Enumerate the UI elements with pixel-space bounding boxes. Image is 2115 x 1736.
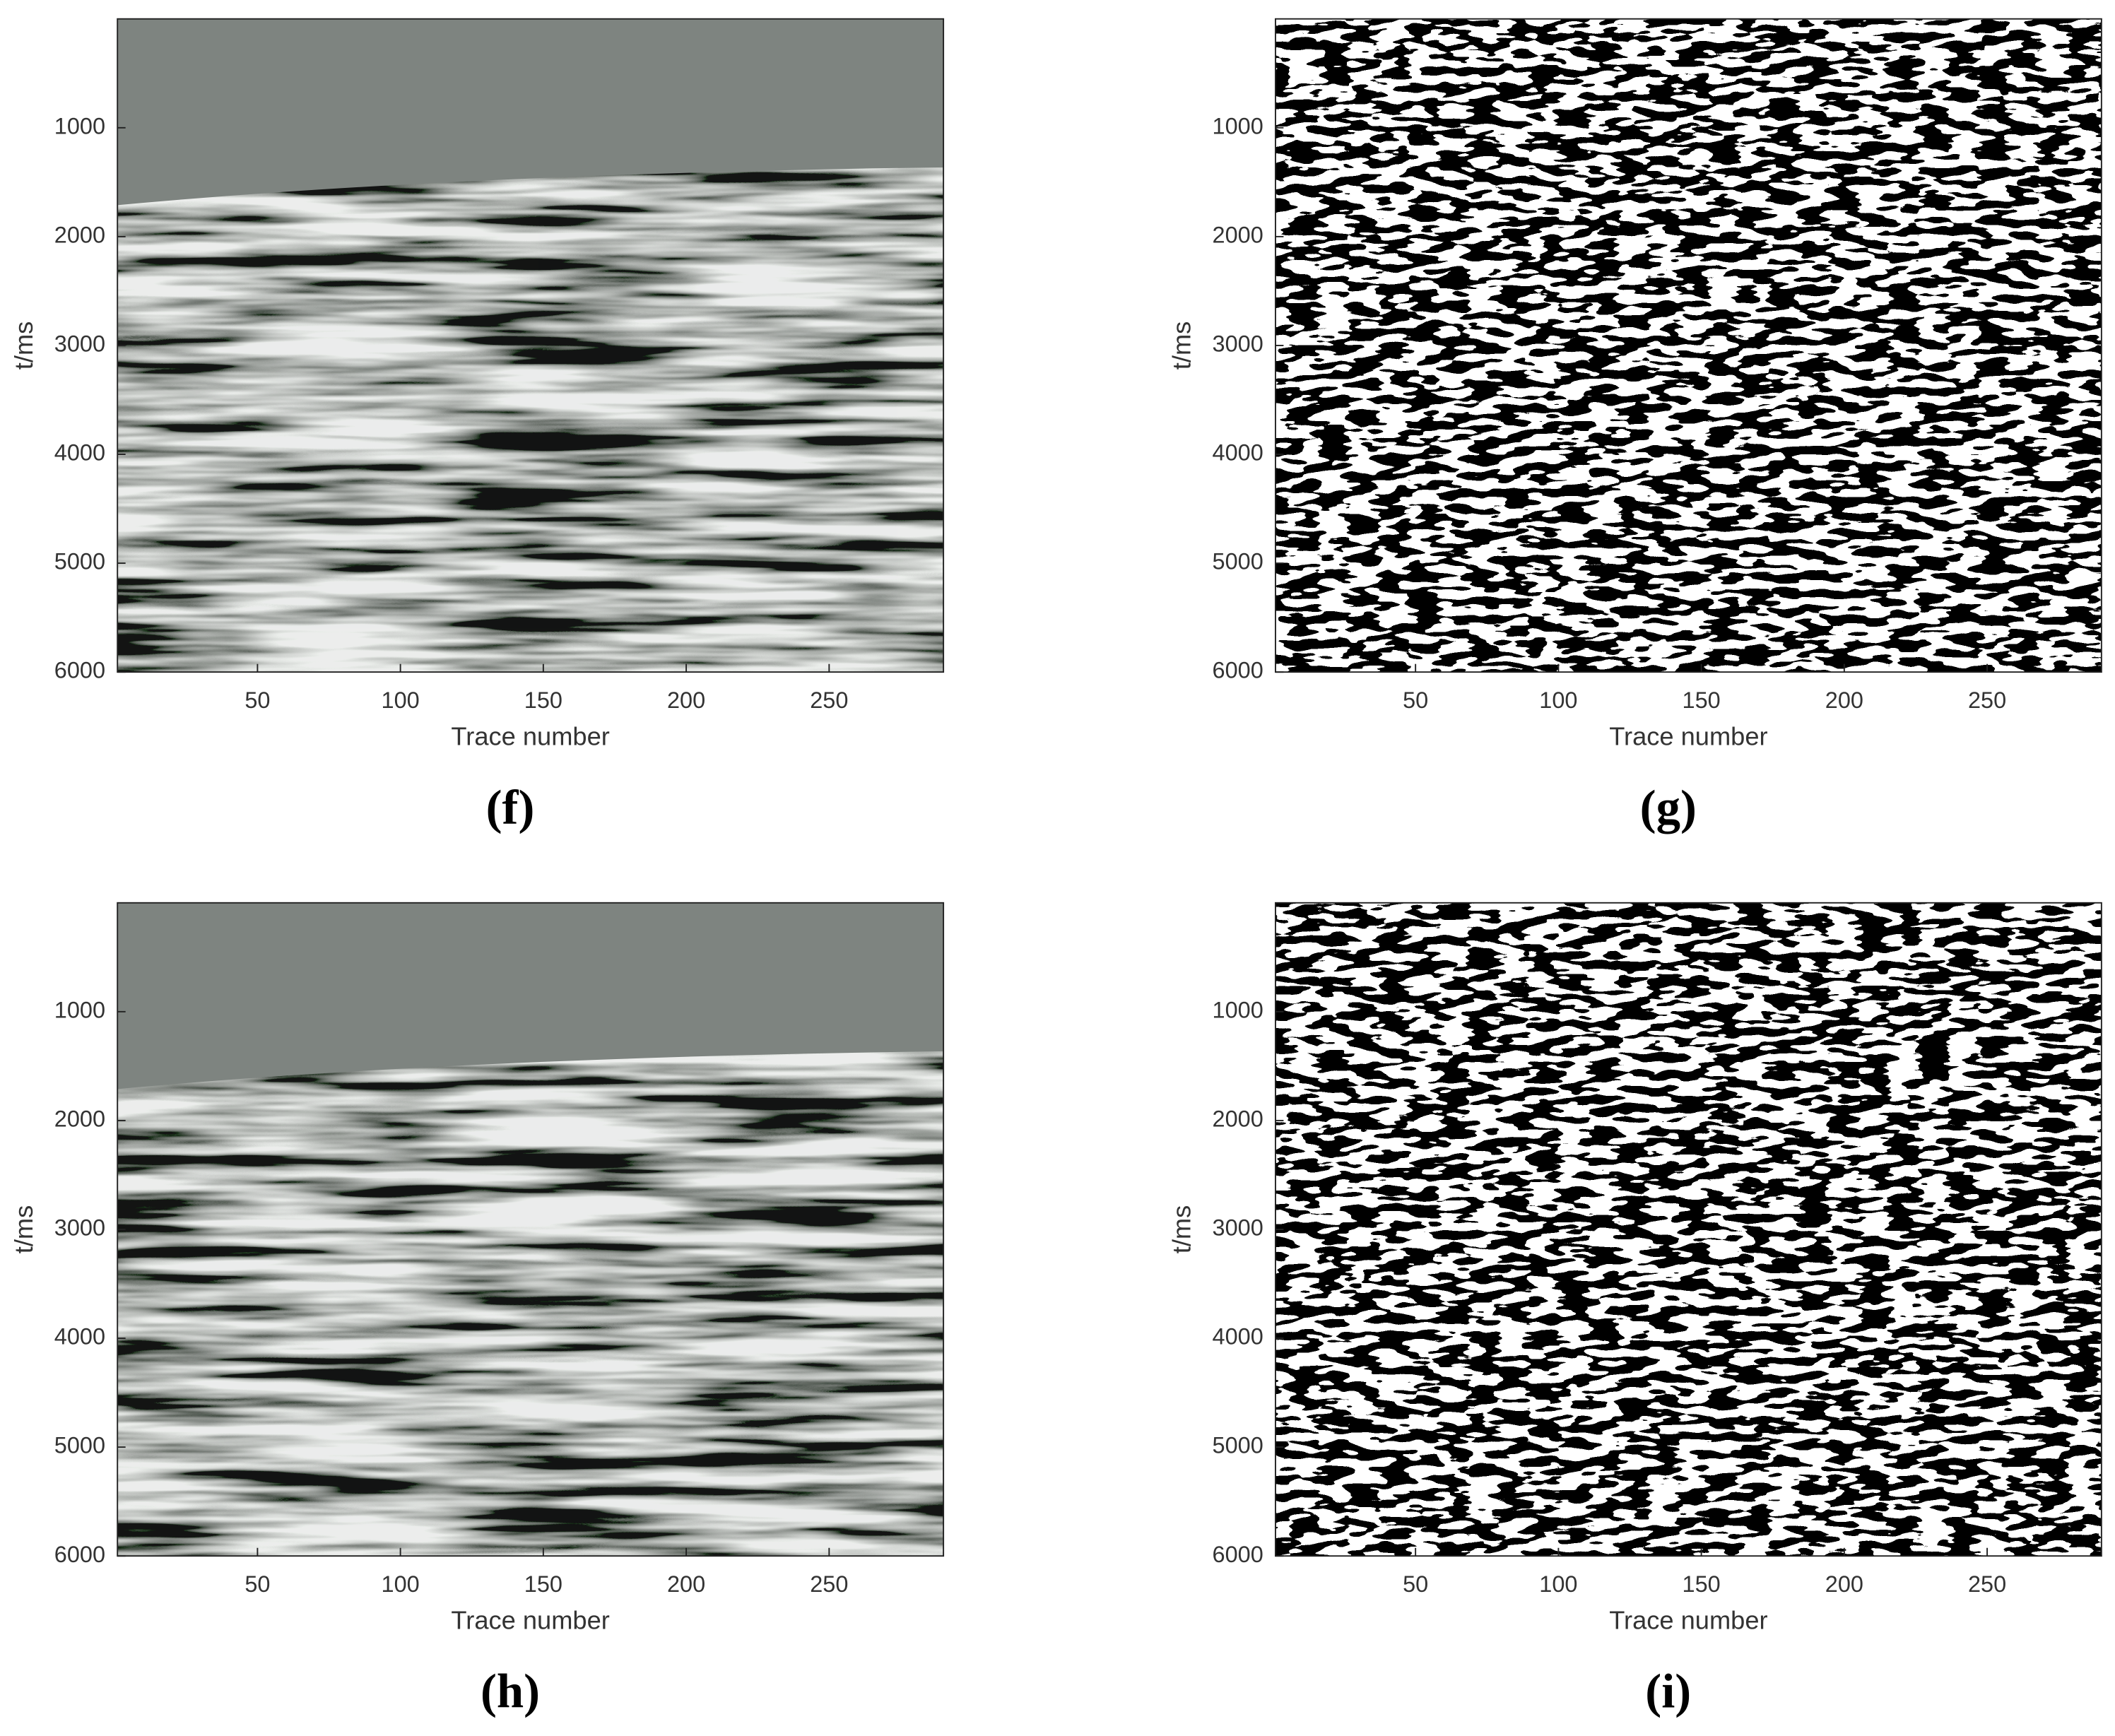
y-tick-label: 1000 bbox=[54, 997, 105, 1022]
y-tick-label: 5000 bbox=[1213, 549, 1263, 574]
panel-title: (g) bbox=[1640, 781, 1697, 834]
y-axis-label: t/ms bbox=[1167, 321, 1196, 370]
x-tick-label: 200 bbox=[1825, 1571, 1863, 1597]
x-axis-label: Trace number bbox=[451, 721, 609, 750]
x-tick-label: 100 bbox=[382, 687, 420, 713]
x-tick-label: 150 bbox=[524, 1571, 562, 1597]
panel-title: (h) bbox=[481, 1665, 540, 1718]
y-tick-label: 4000 bbox=[54, 440, 105, 466]
y-tick-label: 3000 bbox=[1213, 1215, 1263, 1241]
x-tick-label: 50 bbox=[245, 687, 270, 713]
x-tick-label: 50 bbox=[1403, 1571, 1428, 1597]
x-axis-label: Trace number bbox=[1609, 721, 1767, 750]
x-tick-label: 200 bbox=[667, 687, 705, 713]
x-tick-label: 50 bbox=[1403, 687, 1428, 713]
panel-title: (i) bbox=[1645, 1665, 1691, 1718]
y-tick-label: 2000 bbox=[54, 1106, 105, 1131]
panel-title: (f) bbox=[486, 781, 535, 834]
events bbox=[117, 1051, 944, 1557]
y-tick-label: 4000 bbox=[54, 1324, 105, 1350]
x-tick-label: 150 bbox=[1683, 687, 1721, 713]
y-tick-label: 4000 bbox=[1213, 1324, 1263, 1350]
seismic-image bbox=[117, 18, 944, 673]
texture bbox=[1275, 902, 2102, 1557]
x-tick-label: 200 bbox=[667, 1571, 705, 1597]
y-axis-label: t/ms bbox=[1167, 1205, 1196, 1254]
y-axis-label: t/ms bbox=[9, 1205, 38, 1254]
y-tick-label: 4000 bbox=[1213, 440, 1263, 466]
x-tick-label: 100 bbox=[382, 1571, 420, 1597]
x-tick-label: 200 bbox=[1825, 687, 1863, 713]
seismic-image bbox=[117, 902, 944, 1557]
y-tick-label: 2000 bbox=[1213, 1106, 1263, 1131]
x-tick-label: 250 bbox=[1968, 1571, 2006, 1597]
y-tick-label: 6000 bbox=[54, 1542, 105, 1567]
texture bbox=[117, 167, 944, 673]
x-tick-label: 150 bbox=[524, 687, 562, 713]
y-tick-label: 6000 bbox=[1213, 1542, 1263, 1567]
y-tick-label: 2000 bbox=[54, 222, 105, 247]
panel: 50 100 150 200 250 1000 2000 3000 4000 5000 6000 Tr… bbox=[1167, 18, 2102, 834]
panel: 50 100 150 200 250 1000 2000 3000 4000 5000 6000 Tr… bbox=[9, 18, 945, 834]
x-tick-label: 100 bbox=[1539, 1571, 1577, 1597]
texture bbox=[117, 1051, 944, 1557]
y-tick-label: 5000 bbox=[54, 549, 105, 574]
x-tick-label: 250 bbox=[1968, 687, 2006, 713]
y-tick-label: 5000 bbox=[1213, 1433, 1263, 1458]
y-tick-label: 3000 bbox=[54, 331, 105, 357]
y-axis-label: t/ms bbox=[9, 321, 38, 370]
x-tick-label: 250 bbox=[810, 1571, 848, 1597]
y-tick-label: 2000 bbox=[1213, 222, 1263, 247]
x-tick-label: 150 bbox=[1683, 1571, 1721, 1597]
x-axis-label: Trace number bbox=[451, 1605, 609, 1634]
y-tick-label: 5000 bbox=[54, 1433, 105, 1458]
texture bbox=[1275, 18, 2102, 673]
panel: 50 100 150 200 250 1000 2000 3000 4000 5000 6000 Tr… bbox=[1167, 902, 2102, 1718]
panel: 50 100 150 200 250 1000 2000 3000 4000 5000 6000 Tr… bbox=[9, 902, 945, 1718]
y-tick-label: 1000 bbox=[1213, 997, 1263, 1022]
seismic-image bbox=[1275, 18, 2102, 673]
x-axis-label: Trace number bbox=[1609, 1605, 1767, 1634]
y-tick-label: 1000 bbox=[54, 113, 105, 138]
x-tick-label: 250 bbox=[810, 687, 848, 713]
events bbox=[117, 167, 944, 673]
y-tick-label: 1000 bbox=[1213, 113, 1263, 138]
x-tick-label: 100 bbox=[1539, 687, 1577, 713]
x-tick-label: 50 bbox=[245, 1571, 270, 1597]
y-tick-label: 6000 bbox=[1213, 658, 1263, 683]
y-tick-label: 3000 bbox=[54, 1215, 105, 1241]
seismic-image bbox=[1275, 902, 2102, 1557]
y-tick-label: 6000 bbox=[54, 658, 105, 683]
y-tick-label: 3000 bbox=[1213, 331, 1263, 357]
